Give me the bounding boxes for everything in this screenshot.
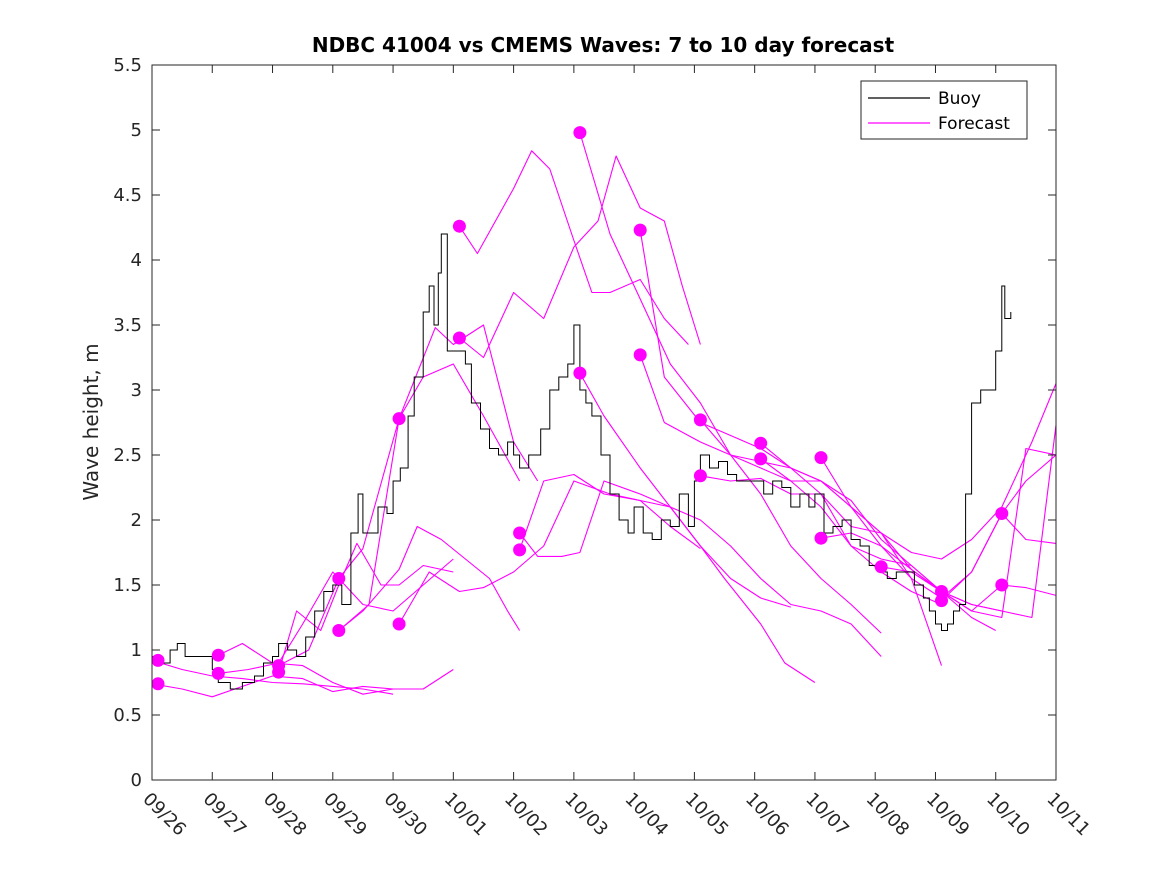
forecast-start-marker xyxy=(452,219,466,233)
forecast-line xyxy=(700,475,996,631)
chart-title: NDBC 41004 vs CMEMS Waves: 7 to 10 day f… xyxy=(312,33,895,57)
forecast-line xyxy=(458,150,689,345)
y-tick-label: 4 xyxy=(131,250,142,271)
y-tick-label: 2 xyxy=(131,510,142,531)
forecast-start-marker xyxy=(332,624,346,637)
axes-box xyxy=(151,64,1057,781)
forecast-start-marker xyxy=(935,594,948,608)
forecast-line xyxy=(579,372,882,657)
forecast-start-marker xyxy=(513,543,527,557)
forecast-start-marker xyxy=(573,366,587,380)
forecast-line xyxy=(519,480,791,608)
forecast-start-marker xyxy=(995,507,1009,520)
legend-label-forecast: Forecast xyxy=(938,114,1010,134)
forecast-start-marker xyxy=(874,560,888,574)
forecast-start-marker xyxy=(513,526,527,540)
forecast-start-marker xyxy=(152,653,165,667)
forecast-line xyxy=(459,155,701,359)
forecast-start-marker xyxy=(633,348,647,362)
y-tick-label: 0.5 xyxy=(113,705,142,726)
forecast-start-marker xyxy=(814,531,828,545)
forecast-line xyxy=(338,525,521,631)
forecast-start-marker xyxy=(995,578,1009,592)
y-tick-label: 5 xyxy=(131,120,142,141)
forecast-line xyxy=(398,480,701,625)
forecast-start-marker xyxy=(332,572,346,585)
legend-label-buoy: Buoy xyxy=(938,89,981,109)
y-tick-label: 0 xyxy=(131,770,142,791)
forecast-start-marker xyxy=(152,677,165,691)
y-tick-label: 1.5 xyxy=(113,575,142,596)
forecast-line xyxy=(278,542,454,673)
forecast-line xyxy=(218,642,454,695)
forecast-start-marker xyxy=(392,412,406,426)
legend-box xyxy=(860,80,1028,140)
forecast-start-marker xyxy=(814,451,828,465)
forecast-line xyxy=(152,675,394,698)
legend: Buoy Forecast xyxy=(860,80,1028,140)
forecast-start-marker xyxy=(392,617,406,631)
forecast-start-marker xyxy=(211,666,225,680)
y-tick-label: 3.5 xyxy=(113,315,142,336)
forecast-start-marker xyxy=(452,331,466,345)
forecast-start-marker xyxy=(693,413,707,427)
forecast-start-marker xyxy=(754,436,768,450)
forecast-start-marker xyxy=(754,452,768,466)
forecast-line xyxy=(760,383,1056,560)
y-tick-label: 1 xyxy=(131,640,142,661)
y-axis-label: Wave height, m xyxy=(79,343,103,500)
forecast-start-marker xyxy=(573,126,587,140)
y-tick-label: 3 xyxy=(131,380,142,401)
y-tick-label: 4.5 xyxy=(113,185,142,206)
y-tick-label: 5.5 xyxy=(113,55,142,76)
forecast-line xyxy=(338,324,539,631)
y-tick-label: 2.5 xyxy=(113,445,142,466)
forecast-start-marker xyxy=(693,469,707,483)
forecast-start-marker xyxy=(272,665,286,679)
forecast-line xyxy=(218,558,454,674)
forecast-start-marker xyxy=(633,223,647,237)
forecast-start-marker xyxy=(935,585,948,598)
plot-area xyxy=(152,126,1056,698)
buoy-line xyxy=(152,233,1012,690)
forecast-start-marker xyxy=(211,648,225,662)
